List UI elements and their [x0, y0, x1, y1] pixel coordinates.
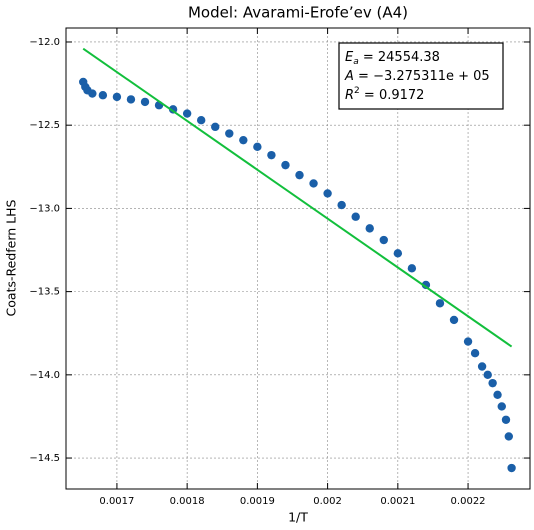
data-point: [470, 348, 480, 358]
data-point: [182, 109, 192, 118]
data-point: [211, 122, 220, 132]
data-point: [351, 212, 360, 221]
annotation-symbol: R: [345, 88, 354, 103]
y-tick-label: −14.5: [29, 453, 60, 464]
chart-title: Model: Avarami-Erofe’ev (A4): [188, 4, 408, 22]
data-point: [497, 402, 506, 411]
annotation-line: A = −3.275311e + 05: [344, 69, 490, 84]
data-point: [407, 264, 417, 273]
y-tick-label: −12.5: [29, 120, 60, 131]
x-tick-label: 0.0021: [380, 496, 415, 507]
data-point: [140, 97, 150, 107]
data-point: [449, 315, 459, 325]
data-point: [112, 92, 122, 102]
data-point: [88, 89, 97, 98]
data-point: [463, 337, 473, 346]
data-point: [483, 370, 492, 380]
data-point: [365, 224, 374, 233]
fit-line: [82, 47, 513, 348]
data-point: [295, 170, 304, 180]
data-point: [421, 280, 431, 290]
x-tick-label: 0.0017: [99, 496, 134, 507]
annotation-text: = 24554.38: [359, 50, 440, 65]
annotation-text: = 0.9172: [360, 88, 425, 103]
data-point: [253, 142, 262, 152]
y-tick-label: −14.0: [29, 370, 60, 381]
x-tick-label: 0.0022: [451, 496, 486, 507]
plot-frame: [65, 27, 531, 490]
data-point: [98, 91, 108, 100]
data-point: [477, 362, 487, 371]
data-point: [493, 390, 502, 400]
data-point: [225, 129, 234, 138]
data-point: [323, 189, 332, 198]
x-axis-label: 1/T: [288, 510, 308, 525]
x-tick-label: 0.0018: [170, 496, 205, 507]
data-point: [267, 150, 276, 160]
y-axis-label: Coats-Redfern LHS: [4, 199, 19, 316]
y-tick-label: −12.0: [29, 37, 60, 48]
annotation-symbol: A: [344, 69, 354, 84]
data-point: [337, 200, 346, 210]
annotation-line: R2 = 0.9172: [345, 86, 424, 103]
data-point: [501, 415, 511, 424]
y-tick-label: −13.0: [29, 203, 60, 214]
data-point: [488, 378, 497, 388]
y-tick-label: −13.5: [29, 287, 60, 298]
x-tick-label: 0.002: [313, 496, 342, 507]
annotation-line: Ea = 24554.38: [345, 50, 440, 67]
data-point: [239, 135, 248, 145]
data-point: [281, 160, 290, 170]
data-point: [309, 179, 318, 188]
annotation-superscript: 2: [354, 86, 360, 96]
data-point: [379, 235, 388, 245]
annotation-box: [338, 42, 504, 110]
data-point: [504, 432, 513, 441]
annotation-symbol: E: [345, 50, 354, 65]
data-point: [507, 463, 516, 473]
data-point: [126, 95, 136, 104]
x-tick-label: 0.0019: [240, 496, 275, 507]
data-point: [196, 116, 206, 125]
data-point: [393, 249, 403, 258]
annotation-text: = −3.275311e + 05: [354, 69, 490, 84]
data-point: [435, 299, 445, 308]
annotation-subscript: a: [353, 57, 359, 67]
